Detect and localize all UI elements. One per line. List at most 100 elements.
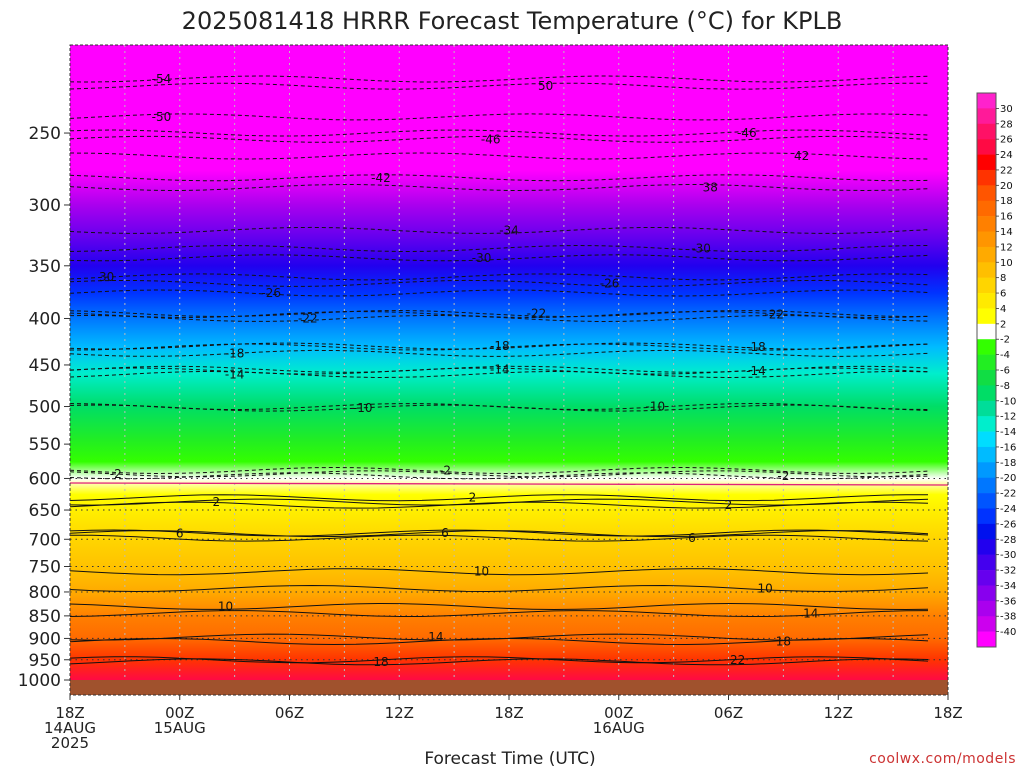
x-tick-label: 15AUG	[154, 719, 206, 737]
contour-label: 42	[794, 149, 809, 163]
isotherm-line	[70, 470, 929, 478]
colorbar-swatch	[977, 323, 996, 340]
contour-label: -30	[691, 242, 711, 256]
colorbar-level-label: -22	[1000, 489, 1016, 500]
x-axis-label: Forecast Time (UTC)	[424, 749, 595, 768]
contour-label: 6	[176, 527, 184, 541]
y-tick-label: 400	[29, 309, 61, 329]
colorbar-level-label: 20	[1000, 181, 1013, 192]
isotherm-line	[70, 568, 929, 576]
colorbar-swatch	[977, 400, 996, 417]
colorbar-level-label: 14	[1000, 227, 1013, 238]
colorbar-level-label: 4	[1000, 304, 1006, 315]
isotherm-line	[70, 602, 929, 611]
colorbar-level-label: -10	[1000, 396, 1016, 407]
isotherm-line	[70, 466, 929, 475]
colorbar-level-label: -30	[1000, 550, 1016, 561]
isotherm-line	[70, 135, 929, 143]
isotherm-line	[70, 342, 929, 350]
colorbar-swatch	[977, 262, 996, 278]
colorbar-level-label: -36	[1000, 596, 1016, 607]
isotherm-line	[70, 637, 929, 646]
colorbar-level-label: -20	[1000, 473, 1016, 484]
colorbar-level-label: -28	[1000, 535, 1016, 546]
y-tick-label: 550	[29, 435, 61, 455]
isotherm-line	[70, 656, 929, 664]
contour-label: -2	[110, 467, 122, 481]
contour-label: -2	[777, 469, 789, 483]
freezing-level-line	[70, 482, 948, 486]
contour-label: 14	[428, 630, 443, 644]
y-tick-label: 250	[29, 124, 61, 144]
colorbar-swatch	[977, 200, 996, 217]
isotherm-line	[70, 113, 929, 121]
colorbar-level-label: 8	[1000, 273, 1006, 284]
colorbar-level-label: 16	[1000, 212, 1013, 223]
colorbar-swatch	[977, 123, 996, 140]
isotherm-line	[70, 349, 929, 357]
colorbar-swatch	[977, 231, 996, 248]
contour-label: 30	[99, 270, 114, 284]
colorbar-swatch	[977, 585, 996, 602]
colorbar-swatch	[977, 616, 996, 632]
y-tick-label: 900	[29, 629, 61, 649]
contour-label: 50	[538, 79, 553, 93]
contour-label: -46	[737, 126, 757, 140]
isotherm-line	[70, 75, 929, 83]
colorbar-swatch	[977, 508, 996, 525]
contour-label: -50	[152, 110, 172, 124]
y-tick-label: 750	[29, 557, 61, 577]
colorbar-legend: 30 28 26 24 22 20 18 16 14 12 10 8 6 4 2 -2 -4 -6 -8 -10 -12…	[976, 92, 1016, 648]
colorbar-level-label: 24	[1000, 150, 1013, 161]
isotherm-line	[70, 309, 929, 318]
y-tick-label: 300	[29, 196, 61, 216]
isotherm-line	[70, 472, 929, 480]
contour-label: -18	[225, 346, 245, 360]
contour-label: 10	[757, 581, 772, 595]
colorbar-level-label: -12	[1000, 412, 1016, 423]
contour-label: 18	[373, 655, 388, 669]
colorbar-swatch	[977, 108, 996, 125]
isotherm-line	[70, 584, 929, 593]
y-tick-label: 950	[29, 651, 61, 671]
colorbar-swatch	[977, 154, 996, 171]
isotherm-line	[70, 529, 929, 537]
y-tick-label: 600	[29, 469, 61, 489]
colorbar-swatch	[977, 185, 996, 202]
isotherm-line	[70, 174, 929, 182]
colorbar-swatch	[977, 370, 996, 386]
x-tick-label: 18Z	[494, 704, 523, 722]
y-tick-label: 700	[29, 530, 61, 550]
ground-surface-band	[70, 680, 948, 695]
contour-label: -14	[225, 367, 245, 381]
x-tick-label: 2025	[51, 734, 89, 752]
colorbar-level-label: -14	[1000, 427, 1016, 438]
x-tick-label: 00Z	[165, 704, 194, 722]
contour-lines	[70, 75, 948, 666]
colorbar-level-label: -2	[1000, 335, 1010, 346]
y-axis-pressure-ticks: 2503003504004505005506006507007508008509…	[18, 124, 70, 691]
contour-label: -22	[764, 308, 784, 322]
colorbar-level-label: -34	[1000, 581, 1016, 592]
colorbar-level-label: -16	[1000, 442, 1016, 453]
colorbar-level-label: -32	[1000, 566, 1016, 577]
y-tick-label: 500	[29, 398, 61, 418]
y-tick-label: 1000	[18, 671, 61, 691]
contour-label: 10	[218, 599, 233, 613]
colorbar-level-label: -6	[1000, 366, 1010, 377]
colorbar-level-label: -18	[1000, 458, 1016, 469]
contour-label: -42	[371, 171, 391, 185]
isotherm-line	[70, 343, 929, 351]
credit-text: coolwx.com/models	[869, 751, 1016, 767]
y-tick-label: 650	[29, 501, 61, 521]
x-tick-label: 06Z	[714, 704, 743, 722]
chart-title: 2025081418 HRRR Forecast Temperature (°C…	[182, 7, 843, 35]
y-tick-label: 850	[29, 607, 61, 627]
colorbar-swatch	[977, 277, 996, 294]
colorbar-swatch	[977, 169, 996, 186]
contour-label: -54	[152, 72, 172, 86]
x-tick-label: 12Z	[824, 704, 853, 722]
contour-label: -10	[353, 401, 373, 415]
colorbar-swatch	[977, 431, 996, 448]
